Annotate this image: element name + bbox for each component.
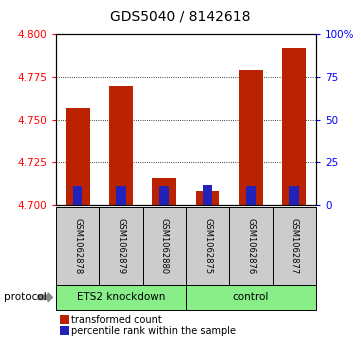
Bar <box>66 108 90 205</box>
Bar <box>203 185 212 205</box>
Text: GDS5040 / 8142618: GDS5040 / 8142618 <box>110 9 251 23</box>
Text: GSM1062878: GSM1062878 <box>73 218 82 274</box>
Text: GSM1062875: GSM1062875 <box>203 218 212 274</box>
Bar <box>116 186 126 205</box>
Bar <box>282 48 306 205</box>
Text: GSM1062877: GSM1062877 <box>290 218 299 274</box>
Text: protocol: protocol <box>4 292 46 302</box>
Text: GSM1062880: GSM1062880 <box>160 218 169 274</box>
Text: percentile rank within the sample: percentile rank within the sample <box>71 326 236 335</box>
Bar <box>152 178 176 205</box>
Bar <box>73 186 82 205</box>
Text: ETS2 knockdown: ETS2 knockdown <box>77 292 165 302</box>
Text: GSM1062876: GSM1062876 <box>247 218 255 274</box>
Bar <box>160 186 169 205</box>
Bar <box>246 186 256 205</box>
Bar <box>196 191 219 205</box>
Bar <box>239 70 263 205</box>
Bar <box>109 86 133 205</box>
Text: GSM1062879: GSM1062879 <box>117 218 125 274</box>
Text: transformed count: transformed count <box>71 315 162 325</box>
Text: control: control <box>233 292 269 302</box>
Bar <box>290 186 299 205</box>
